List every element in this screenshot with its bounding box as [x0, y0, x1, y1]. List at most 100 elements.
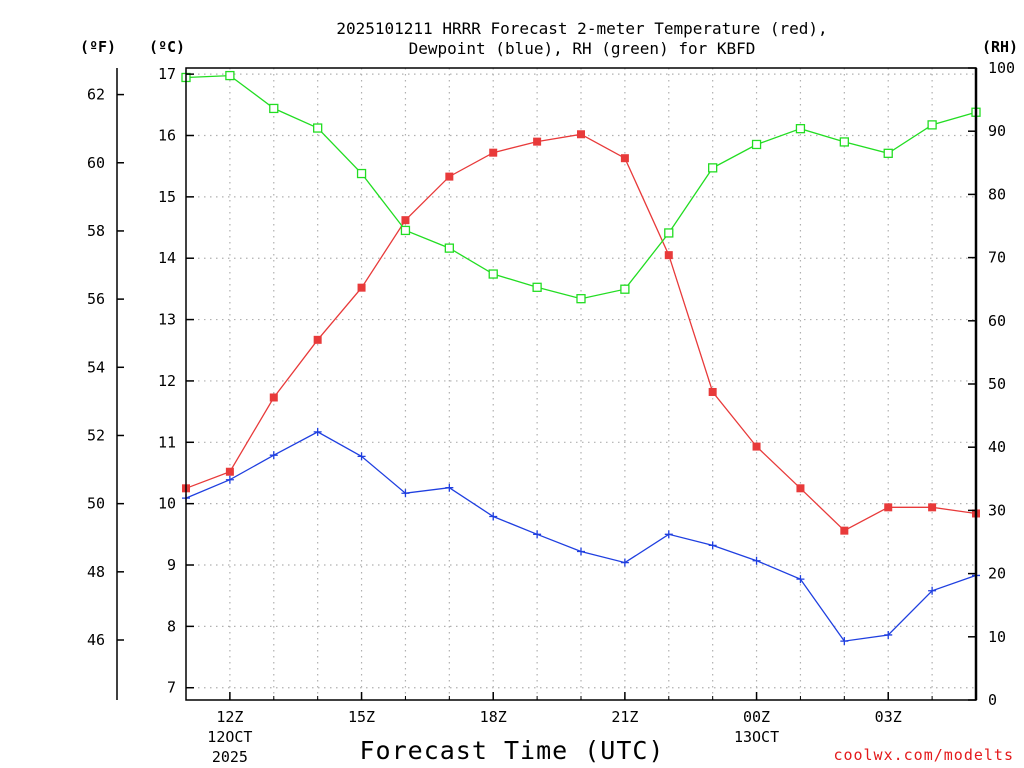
f-tick-label: 46: [87, 631, 105, 649]
rh-point: [532, 282, 542, 292]
axes: 7 8 9 10 11 12 13 14 15 16 17 46 48 50 52 54 56 58 60 62 0 10…: [87, 59, 1015, 766]
c-tick-label: 7: [167, 679, 176, 697]
c-tick-label: 14: [158, 249, 176, 267]
f-tick-label: 52: [87, 426, 105, 444]
dewpoint-point: [664, 530, 673, 539]
rh-point: [751, 139, 762, 150]
rh-tick-label: 20: [988, 565, 1006, 583]
rh-tick-label: 30: [988, 501, 1006, 519]
celsius-unit-label: (ºC): [149, 38, 185, 56]
date-label: 13OCT: [734, 728, 779, 746]
fahrenheit-unit-label: (ºF): [80, 38, 116, 56]
dewpoint-point: [533, 530, 542, 539]
rh-point: [444, 243, 454, 253]
c-tick-label: 16: [158, 126, 176, 144]
temperature-point: [445, 172, 454, 181]
dewpoint-point: [401, 489, 410, 498]
temperature-point: [533, 137, 542, 146]
rh-tick-label: 100: [988, 59, 1015, 77]
dewpoint-point: [620, 558, 629, 567]
rh-tick-label: 50: [988, 375, 1006, 393]
f-tick-label: 50: [87, 495, 105, 513]
temperature-point: [796, 484, 805, 493]
rh-point: [488, 269, 498, 279]
time-tick-label: 21Z: [611, 708, 638, 726]
dewpoint-point: [577, 547, 585, 556]
dewpoint-point: [357, 452, 366, 461]
temperature-point: [357, 283, 366, 292]
dewpoint-point: [489, 512, 498, 521]
plot-frame: [185, 67, 977, 701]
f-tick-label: 62: [87, 86, 105, 104]
f-tick-label: 56: [87, 290, 105, 308]
rh-tick-label: 10: [988, 628, 1006, 646]
c-tick-label: 12: [158, 372, 176, 390]
dewpoint-point: [269, 451, 278, 460]
temperature-point: [708, 387, 717, 396]
dewpoint-point: [225, 475, 234, 484]
temperature-point: [225, 467, 234, 476]
dewpoint-point: [708, 541, 717, 550]
dewpoint-point: [313, 427, 322, 436]
dewpoint-point: [884, 630, 893, 639]
rh-unit-label: (RH): [982, 38, 1018, 56]
rh-line: [185, 74, 977, 300]
f-tick-label: 58: [87, 222, 105, 240]
f-tick-label: 54: [87, 358, 105, 376]
c-tick-label: 13: [158, 311, 176, 329]
time-tick-label: 18Z: [480, 708, 507, 726]
temperature-point: [577, 130, 585, 139]
rh-tick-label: 70: [988, 249, 1006, 267]
temperature-point: [840, 526, 849, 535]
dewpoint-point: [840, 637, 849, 646]
grid-lines: [186, 68, 976, 700]
time-tick-label: 15Z: [348, 708, 375, 726]
rh-tick-label: 0: [988, 691, 997, 709]
time-tick-label: 03Z: [875, 708, 902, 726]
temperature-point: [664, 251, 673, 260]
temperature-point: [269, 393, 278, 402]
dewpoint-point: [796, 575, 805, 584]
f-tick-label: 60: [87, 154, 105, 172]
rh-point: [225, 70, 235, 81]
c-tick-label: 8: [167, 617, 176, 635]
c-tick-label: 9: [167, 556, 176, 574]
temperature-point: [313, 335, 322, 344]
time-tick-label: 00Z: [743, 708, 770, 726]
temperature-point: [620, 154, 629, 163]
rh-point: [664, 228, 674, 238]
rh-point: [708, 163, 718, 173]
source-credit: coolwx.com/modelts: [833, 746, 1014, 764]
year-label: 2025: [212, 748, 248, 766]
date-label: 12OCT: [207, 728, 252, 746]
rh-tick-label: 80: [988, 185, 1006, 203]
rh-point: [883, 148, 893, 158]
data-series: [181, 70, 981, 646]
rh-point: [269, 103, 279, 114]
dewpoint-point: [445, 483, 454, 492]
rh-point: [356, 168, 367, 179]
rh-tick-label: 90: [988, 122, 1006, 140]
temperature-point: [884, 503, 893, 512]
chart-title-line1: 2025101211 HRRR Forecast 2-meter Tempera…: [336, 19, 827, 38]
chart-title-line2: Dewpoint (blue), RH (green) for KBFD: [409, 39, 756, 58]
c-tick-label: 17: [158, 65, 176, 83]
temperature-point: [752, 442, 761, 451]
rh-point: [576, 294, 586, 304]
rh-tick-label: 60: [988, 312, 1006, 330]
rh-point: [620, 284, 630, 294]
temperature-point: [401, 216, 410, 225]
c-tick-label: 11: [158, 433, 176, 451]
temperature-point: [928, 503, 937, 512]
rh-point: [839, 137, 849, 147]
x-axis-title: Forecast Time (UTC): [360, 736, 665, 765]
c-tick-label: 15: [158, 188, 176, 206]
dewpoint-point: [928, 586, 937, 595]
rh-tick-label: 40: [988, 438, 1006, 456]
c-tick-label: 10: [158, 495, 176, 513]
rh-point: [927, 120, 937, 130]
dewpoint-point: [752, 556, 761, 565]
temperature-point: [489, 148, 498, 157]
f-tick-label: 48: [87, 563, 105, 581]
